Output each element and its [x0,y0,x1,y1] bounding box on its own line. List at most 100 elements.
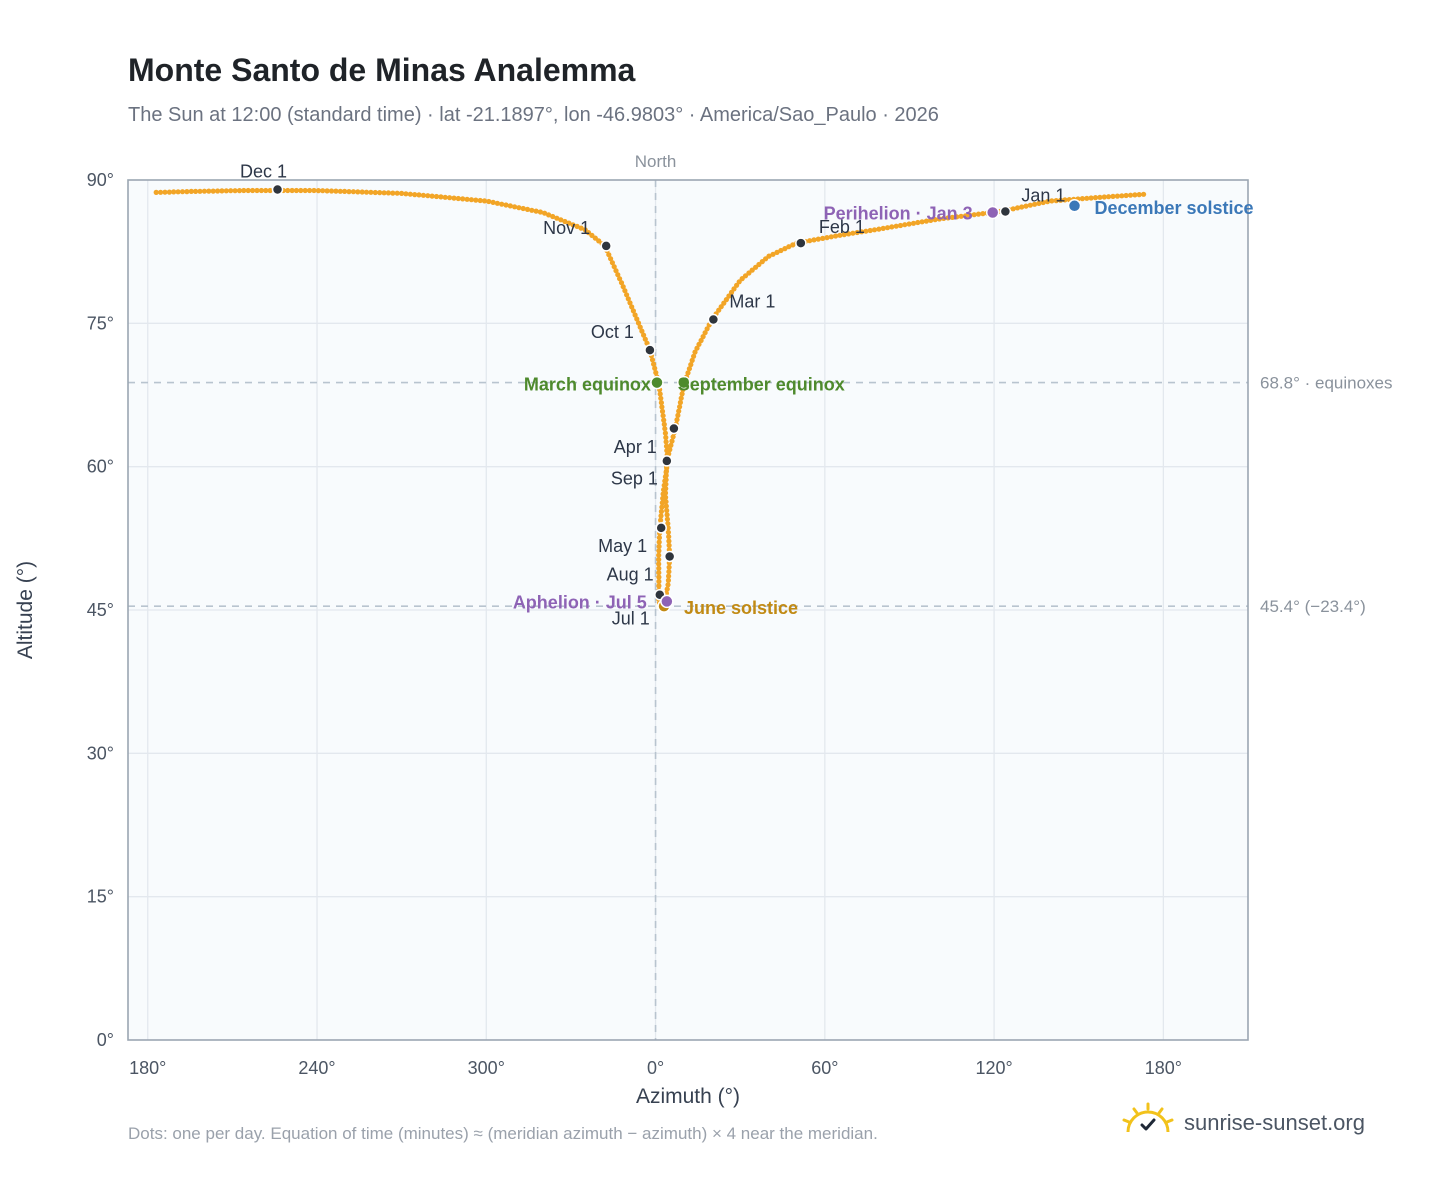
plot-frame [127,179,1249,1041]
day-dot [661,421,667,427]
day-dot [641,332,647,338]
day-dot [696,341,702,347]
day-dot [841,232,847,238]
day-dot [193,188,199,194]
day-dot [615,272,621,278]
day-dot [624,292,630,298]
day-dot [677,399,684,406]
day-dot [666,542,672,549]
day-dot [285,187,291,194]
day-dot [811,237,817,243]
day-dot [629,304,635,310]
day-dot [554,215,560,221]
day-dot [175,189,181,195]
day-dot [659,404,665,410]
brand[interactable]: sunrise-sunset.org [1120,1100,1365,1145]
x-tick-label: 180° [129,1058,166,1078]
day-dot [685,370,691,376]
y-axis-label: Altitude (°) [14,561,37,659]
day-dot [298,187,304,194]
day-dot [728,289,735,295]
day-dot [289,187,295,194]
day-dot [377,190,383,196]
day-dot [663,439,669,445]
day-dot [661,417,667,423]
day-dot [429,193,435,199]
month-marker-label: Jan 1 [1021,186,1065,206]
day-dot [649,357,656,363]
day-dot [267,187,273,194]
day-dot [455,195,461,202]
day-dot [1141,191,1147,197]
day-dot [451,195,457,201]
day-dot [833,233,839,239]
day-dot [511,204,518,210]
day-dot [975,211,982,217]
day-dot [663,503,669,509]
day-dot [936,216,943,222]
day-dot [837,232,843,238]
day-dot [665,525,671,531]
day-dot [1058,197,1064,203]
day-dot [184,189,190,195]
y-tick-label: 0° [97,1030,114,1050]
day-dot [179,189,186,195]
day-dot [893,223,899,229]
day-dot [1023,203,1029,209]
day-dot [644,340,650,346]
x-tick-label: 60° [811,1058,838,1078]
day-dot [863,228,869,234]
day-dot [477,197,483,204]
day-dot [468,197,474,203]
day-dot [824,235,830,241]
day-dot [689,357,695,363]
day-dot [880,225,886,231]
month-marker [644,344,656,356]
day-dot [656,570,662,576]
day-dot [660,491,666,497]
day-dot [412,192,418,198]
day-dot [663,443,670,449]
day-dot [678,395,684,401]
x-axis-label: Azimuth (°) [636,1085,740,1108]
month-marker-label: Sep 1 [611,468,658,488]
day-dot [902,222,908,228]
day-dot [656,557,662,563]
day-dot [232,188,238,194]
day-dot [1053,198,1059,204]
day-dot [381,190,387,196]
day-dot [663,469,669,475]
day-dot [658,395,664,401]
day-dot [820,235,826,241]
day-dot [1136,192,1142,198]
day-dot [660,413,666,419]
day-dot [657,391,663,397]
day-dot [328,188,335,194]
day-dot [346,189,352,195]
day-dot [520,205,526,212]
event-marker-label: Aphelion · Jul 5 [513,592,647,612]
day-dot [658,513,664,519]
day-dot [1079,196,1085,202]
day-dot [662,426,668,432]
day-dot [481,198,488,204]
day-dot [630,308,637,314]
day-dot [223,188,229,194]
day-dot [562,218,568,225]
day-dot [958,213,964,219]
day-dot [691,353,697,359]
day-dot [688,362,694,368]
day-dot [850,230,856,236]
month-marker-label: Jul 1 [612,609,650,629]
month-marker-label: Aug 1 [607,564,654,584]
day-dot [656,583,662,589]
day-dot [653,370,659,376]
y-tick-labels: 0° 15° 30° 45° 60° 75° 90° [87,170,114,1050]
day-dot [1014,205,1021,211]
day-dot [582,227,588,233]
day-dot [486,198,492,205]
month-marker-label: May 1 [598,536,647,556]
day-dot [385,190,391,196]
day-dot [666,538,672,544]
day-dot [311,187,317,194]
